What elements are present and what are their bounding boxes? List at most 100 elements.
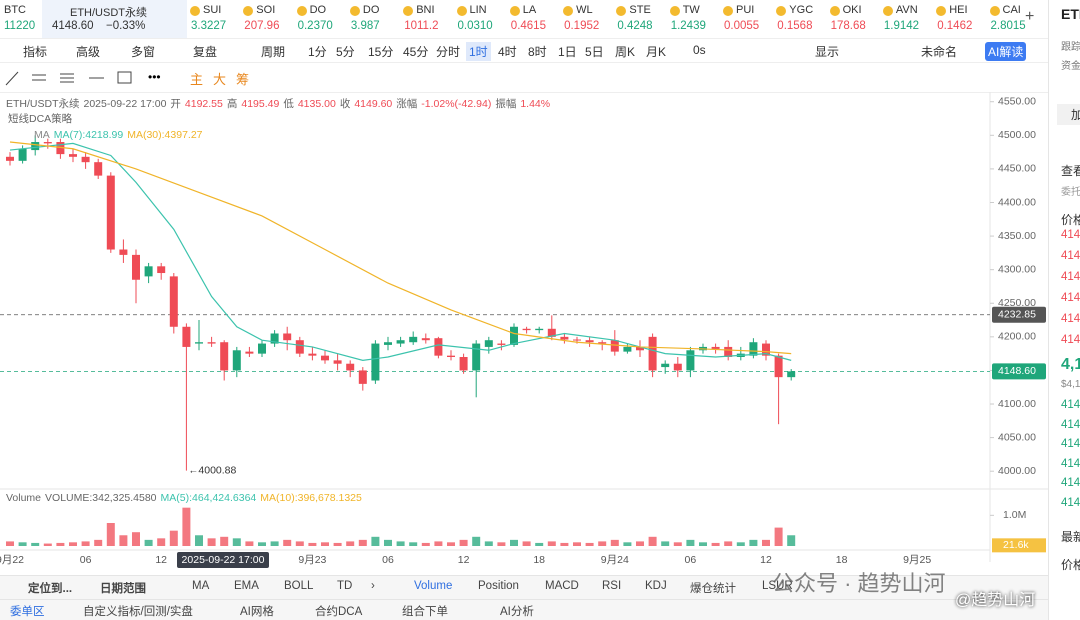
toolbar-item[interactable]: 多窗 xyxy=(131,45,156,59)
ticker[interactable]: PUI 0.0055 xyxy=(720,0,773,38)
indicator-tab[interactable]: 定位到... xyxy=(28,583,73,595)
y-tick-label: 4100.00 xyxy=(998,398,1036,410)
toolbar-item[interactable]: 8时 xyxy=(528,45,547,59)
toolbar-item[interactable]: 1分 xyxy=(308,45,327,59)
toolbar-item[interactable]: 周期 xyxy=(261,45,286,59)
volume-bar xyxy=(749,539,758,546)
toolbar-item[interactable]: 指标 xyxy=(23,45,48,59)
toolbar-item[interactable]: 1日 xyxy=(558,45,577,59)
panel-link[interactable]: 委托 xyxy=(1061,187,1080,198)
toolbar-item[interactable]: 4时 xyxy=(498,45,517,59)
candle-body xyxy=(169,276,178,327)
ticker[interactable]: LA 0.4615 xyxy=(507,0,560,38)
candle-body xyxy=(409,336,418,343)
ticker[interactable]: BNI 1011.2 xyxy=(400,0,453,38)
toolbar-item[interactable]: 复盘 xyxy=(193,45,218,59)
panel-button[interactable]: 加 xyxy=(1057,104,1080,125)
ticker[interactable]: STE 0.4248 xyxy=(613,0,666,38)
ticker[interactable]: DO 3.987 xyxy=(347,0,400,38)
ticker[interactable]: AVN 1.9142 xyxy=(880,0,933,38)
volume-bar xyxy=(459,539,468,546)
bottom-tab[interactable]: 自定义指标/回测/实盘 xyxy=(83,606,193,618)
ticker[interactable]: SUI 3.3227 xyxy=(187,0,240,38)
ticker[interactable]: WL 0.1952 xyxy=(560,0,613,38)
ticker[interactable]: DO 0.2370 xyxy=(294,0,347,38)
bottom-tab[interactable]: AI网格 xyxy=(240,606,274,618)
draw-toolbar: ••• 主大筹 xyxy=(0,62,1048,93)
ticker-symbol: AVN xyxy=(895,4,918,16)
volume-bar xyxy=(56,542,65,546)
indicator-tab[interactable]: RSI xyxy=(602,580,622,592)
volume-bar xyxy=(346,541,355,546)
candle-body xyxy=(295,340,304,354)
bottom-tab[interactable]: 委单区 xyxy=(10,606,45,618)
volume-bar xyxy=(358,539,367,546)
icon xyxy=(117,71,132,84)
ticker-price: 1011.2 xyxy=(404,20,439,32)
volume-tag-label: 21.6k xyxy=(1003,539,1029,551)
candle-body xyxy=(106,175,115,250)
indicator-tab[interactable]: › xyxy=(371,580,375,592)
toolbar-item[interactable]: 未命名 xyxy=(921,45,958,59)
panel-link[interactable]: 查看 xyxy=(1061,164,1080,178)
indicator-tab[interactable]: MA xyxy=(192,580,210,592)
ticker[interactable]: ETH/USDT永续 4148.60 −0.33% xyxy=(42,0,187,38)
indicator-tab[interactable]: BOLL xyxy=(284,580,314,592)
ticker-symbol: TW xyxy=(682,4,700,16)
bottom-tab[interactable]: 组合下单 xyxy=(402,606,448,618)
indicator-tab[interactable]: 爆仓统计 xyxy=(690,583,736,595)
toolbar-item[interactable]: 45分 xyxy=(403,45,429,59)
indicator-tab[interactable]: LSUR xyxy=(762,580,793,592)
candle-body xyxy=(724,346,733,357)
indicator-tab[interactable]: MACD xyxy=(545,580,579,592)
toolbar-item[interactable]: 显示 xyxy=(815,45,840,59)
indicator-tab[interactable]: TD xyxy=(337,580,353,592)
ask-price: 414 xyxy=(1061,334,1080,346)
candle-body xyxy=(384,342,392,345)
draw-tool[interactable]: 大 xyxy=(213,72,227,87)
volume-bar xyxy=(182,507,191,546)
indicator-tab[interactable]: Volume xyxy=(414,580,453,592)
toolbar-item[interactable]: AI解读 xyxy=(985,42,1027,61)
low-label: 4000.88 xyxy=(198,464,236,476)
x-tick-label: 9月25 xyxy=(903,554,931,566)
ticker[interactable]: BTC 11220 xyxy=(0,0,42,38)
watermark-handle: @趋势山河 xyxy=(955,592,1036,609)
draw-tool[interactable]: 主 xyxy=(190,72,204,87)
toolbar-item[interactable]: 分时 xyxy=(436,45,461,59)
toolbar-item[interactable]: 1时 xyxy=(466,42,491,61)
field-value: 4192.55 xyxy=(184,98,223,110)
volume-bar xyxy=(636,541,644,546)
ticker[interactable]: OKI 178.68 xyxy=(827,0,880,38)
toolbar-item[interactable]: 月K xyxy=(646,45,667,59)
ticker-price: 0.1462 xyxy=(937,20,973,32)
bottom-tab[interactable]: 合约DCA xyxy=(315,606,363,618)
candle-body xyxy=(321,355,329,361)
ma-legend-item: MA xyxy=(34,129,50,141)
add-icon[interactable]: + xyxy=(1025,8,1035,25)
toolbar-item[interactable]: 0s xyxy=(693,43,706,57)
ticker[interactable]: TW 1.2439 xyxy=(667,0,720,38)
toolbar-item[interactable]: 周K xyxy=(615,45,636,59)
watermark: 公众号 · 趋势山河 xyxy=(772,571,946,596)
ticker[interactable]: SOI 207.96 xyxy=(240,0,293,38)
toolbar-item[interactable]: 15分 xyxy=(368,45,394,59)
toolbar-item[interactable]: 5分 xyxy=(336,45,355,59)
indicator-tab[interactable]: EMA xyxy=(234,580,259,592)
toolbar-item[interactable]: 5日 xyxy=(585,45,604,59)
ticker[interactable]: YGC 0.1568 xyxy=(773,0,826,38)
strategy: 短线DCA策略 xyxy=(8,113,73,125)
ticker-price: 1.9142 xyxy=(883,20,920,32)
ticker[interactable]: HEI 0.1462 xyxy=(933,0,986,38)
panel-foot: 最新 xyxy=(1061,530,1080,544)
volume-bar xyxy=(472,536,481,546)
indicator-tab[interactable]: KDJ xyxy=(645,580,667,592)
indicator-tab[interactable]: Position xyxy=(478,580,519,592)
draw-tool[interactable]: 筹 xyxy=(236,72,250,87)
volume-bar xyxy=(623,542,632,546)
toolbar-item[interactable]: 高级 xyxy=(76,45,101,59)
ticker[interactable]: CAI 2.8015 xyxy=(987,0,1040,38)
bottom-tab[interactable]: AI分析 xyxy=(500,606,534,618)
ticker[interactable]: LIN 0.0310 xyxy=(454,0,507,38)
indicator-tab[interactable]: 日期范围 xyxy=(100,583,146,595)
